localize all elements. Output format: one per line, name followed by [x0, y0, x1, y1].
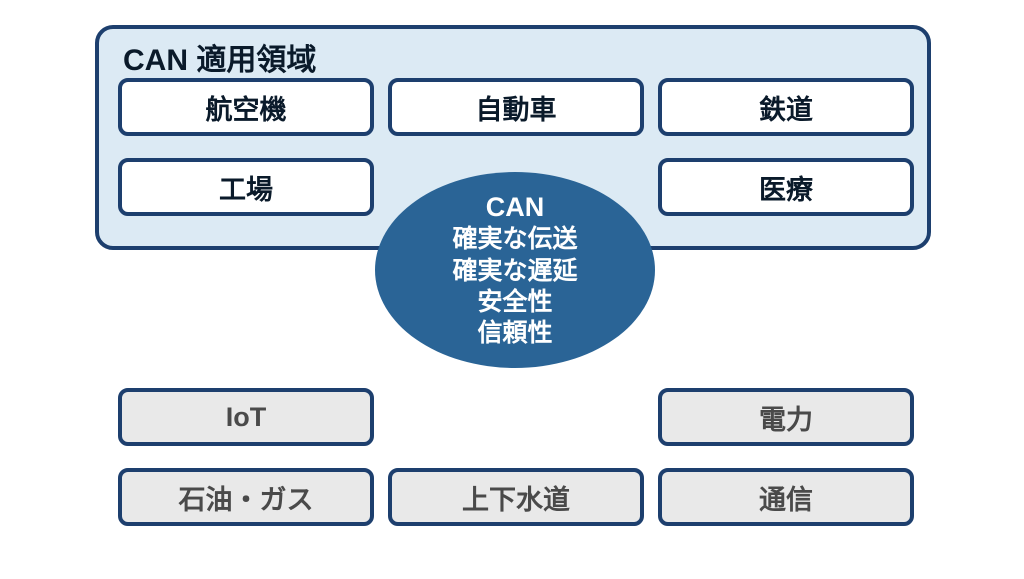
bottom-box-telecom: 通信 — [658, 468, 914, 526]
diagram-canvas: CAN 適用領域 航空機 自動車 鉄道 工場 医療 CAN 確実な伝送 確実な遅… — [0, 0, 1024, 579]
top-box-aircraft: 航空機 — [118, 78, 374, 136]
box-label: 航空機 — [206, 88, 287, 127]
bottom-box-oil-gas: 石油・ガス — [118, 468, 374, 526]
box-label: 上下水道 — [462, 478, 570, 517]
ellipse-line: 信頼性 — [477, 318, 552, 349]
box-label: IoT — [226, 402, 267, 433]
box-label: 電力 — [759, 398, 813, 437]
bottom-box-iot: IoT — [118, 388, 374, 446]
center-ellipse: CAN 確実な伝送 確実な遅延 安全性 信頼性 — [375, 172, 655, 368]
top-panel-title: CAN 適用領域 — [123, 35, 316, 79]
bottom-box-power: 電力 — [658, 388, 914, 446]
bottom-box-water: 上下水道 — [388, 468, 644, 526]
ellipse-line: 安全性 — [477, 287, 552, 318]
ellipse-title: CAN — [486, 191, 545, 225]
top-box-factory: 工場 — [118, 158, 374, 216]
box-label: 鉄道 — [759, 88, 813, 127]
ellipse-line: 確実な遅延 — [452, 256, 577, 287]
box-label: 医療 — [759, 168, 813, 207]
box-label: 自動車 — [476, 88, 557, 127]
box-label: 通信 — [759, 478, 813, 517]
ellipse-line: 確実な伝送 — [452, 224, 577, 255]
top-box-railway: 鉄道 — [658, 78, 914, 136]
box-label: 工場 — [219, 168, 273, 207]
top-box-automobile: 自動車 — [388, 78, 644, 136]
top-box-medical: 医療 — [658, 158, 914, 216]
box-label: 石油・ガス — [179, 478, 314, 517]
